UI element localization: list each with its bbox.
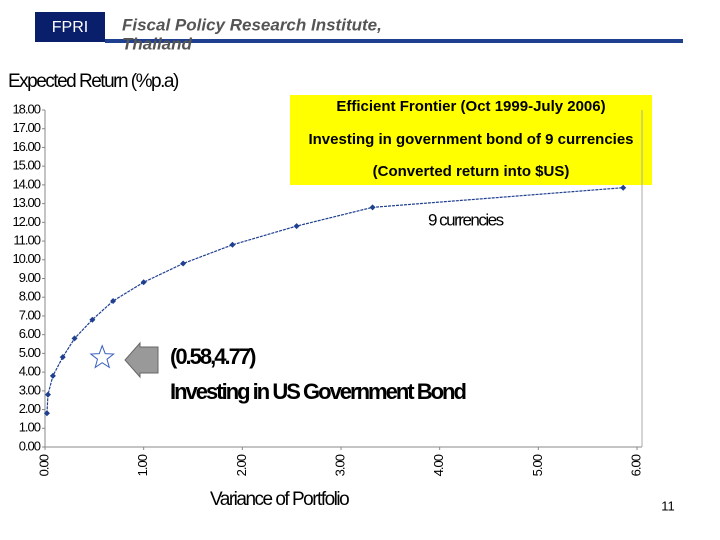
y-tick-label: 15.00 bbox=[12, 158, 40, 173]
y-tick-label: 11.00 bbox=[13, 232, 40, 247]
logo-box bbox=[35, 12, 105, 42]
point bbox=[180, 260, 187, 267]
y-tick-label: 18.00 bbox=[12, 101, 40, 116]
x-tick-label: 6.00 bbox=[628, 454, 643, 476]
y-tick-label: 7.00 bbox=[19, 307, 41, 322]
y-tick-label: 17.00 bbox=[12, 120, 40, 135]
annotation-line: (Converted return into $US) bbox=[373, 163, 570, 180]
point bbox=[59, 354, 66, 361]
page-number: 11 bbox=[661, 498, 675, 513]
y-tick-label: 14.00 bbox=[12, 176, 40, 191]
y-tick-label: 6.00 bbox=[19, 326, 41, 341]
point bbox=[110, 297, 117, 304]
annotation-line: Investing in government bond of 9 curren… bbox=[308, 131, 633, 148]
point bbox=[71, 335, 78, 342]
logo-text: FPRI bbox=[52, 19, 88, 36]
y-tick-label: 9.00 bbox=[19, 270, 41, 285]
y-tick-label: 5.00 bbox=[19, 345, 41, 360]
point bbox=[293, 223, 300, 230]
y-tick-label: 13.00 bbox=[12, 195, 40, 210]
header-title: Fiscal Policy Research Institute, bbox=[122, 15, 382, 34]
highlight-text: Investing in US Government Bond bbox=[170, 379, 465, 404]
x-tick-label: 3.00 bbox=[332, 454, 347, 476]
point bbox=[89, 316, 96, 323]
arrow bbox=[124, 341, 159, 379]
y-tick-label: 1.00 bbox=[19, 420, 41, 435]
y-tick-label: 4.00 bbox=[19, 364, 41, 379]
y-tick-label: 2.00 bbox=[19, 401, 41, 416]
point bbox=[369, 204, 376, 211]
y-tick-label: 3.00 bbox=[19, 382, 41, 397]
y-tick-label: 12.00 bbox=[12, 214, 40, 229]
point bbox=[44, 391, 51, 398]
x-tick-label: 0.00 bbox=[36, 454, 51, 476]
point bbox=[229, 241, 236, 248]
x-axis-label: Variance of Portfolio bbox=[210, 489, 349, 510]
annotation-line: Efficient Frontier (Oct 1999-July 2006) bbox=[336, 98, 605, 115]
point bbox=[49, 372, 56, 379]
x-tick-label: 5.00 bbox=[530, 454, 545, 476]
annotation-box bbox=[290, 95, 652, 185]
series-label: 9 currencies bbox=[428, 210, 504, 229]
x-tick-label: 4.00 bbox=[431, 454, 446, 476]
x-tick-label: 2.00 bbox=[234, 454, 249, 476]
y-axis-label: Expected Return (%p.a) bbox=[8, 71, 179, 92]
y-tick-label: 10.00 bbox=[12, 251, 40, 266]
y-tick-label: 0.00 bbox=[19, 438, 41, 453]
x-tick-label: 1.00 bbox=[135, 454, 150, 476]
point bbox=[43, 410, 50, 417]
header-subtitle: Thailand bbox=[122, 34, 193, 53]
point bbox=[620, 184, 627, 191]
highlight-star bbox=[89, 344, 115, 369]
highlight-label: (0.58,4.77) bbox=[170, 344, 256, 369]
y-tick-label: 8.00 bbox=[19, 289, 41, 304]
point bbox=[140, 279, 147, 286]
y-tick-label: 16.00 bbox=[12, 139, 40, 154]
